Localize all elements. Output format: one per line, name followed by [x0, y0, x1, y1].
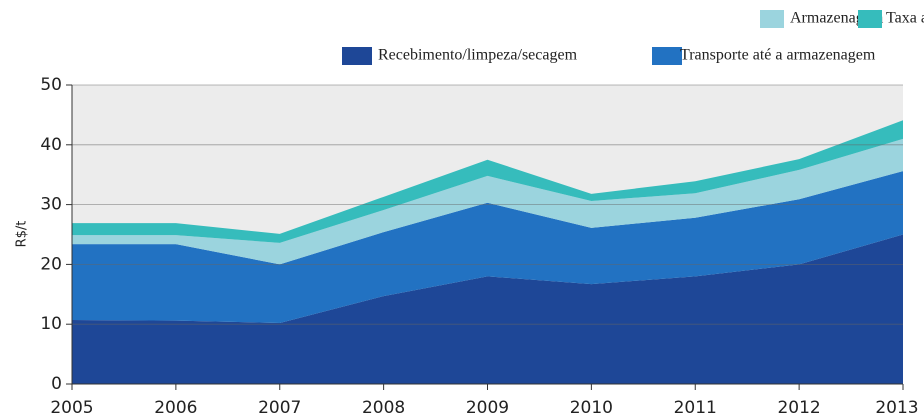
x-tick-label: 2011 — [674, 398, 717, 418]
x-tick-label: 2013 — [875, 398, 918, 418]
legend-label: Transporte até a armazenagem — [680, 47, 876, 64]
y-tick-label: 40 — [40, 135, 62, 155]
x-tick-label: 2010 — [570, 398, 613, 418]
x-tick-label: 2006 — [154, 398, 197, 418]
x-tick-label: 2009 — [466, 398, 509, 418]
y-tick-label: 20 — [40, 254, 62, 274]
x-tick-label: 2007 — [258, 398, 301, 418]
y-tick-label: 50 — [40, 75, 62, 95]
y-tick-label: 30 — [40, 195, 62, 215]
x-tick-label: 2008 — [362, 398, 405, 418]
area — [72, 138, 903, 265]
legend-swatch — [858, 10, 882, 28]
y-tick-label: 10 — [40, 314, 62, 334]
legend-label: Taxa administrativa — [886, 10, 924, 27]
area — [72, 171, 903, 324]
y-axis-label: R$/t — [15, 221, 30, 248]
legend-swatch — [760, 10, 784, 28]
x-tick-label: 2012 — [777, 398, 820, 418]
y-tick-label: 0 — [51, 374, 62, 394]
legend-swatch — [652, 47, 682, 65]
area — [72, 234, 903, 384]
legend-label: Recebimento/limpeza/secagem — [378, 47, 578, 64]
area — [72, 120, 903, 243]
x-tick-label: 2005 — [50, 398, 93, 418]
legend-swatch — [342, 47, 372, 65]
